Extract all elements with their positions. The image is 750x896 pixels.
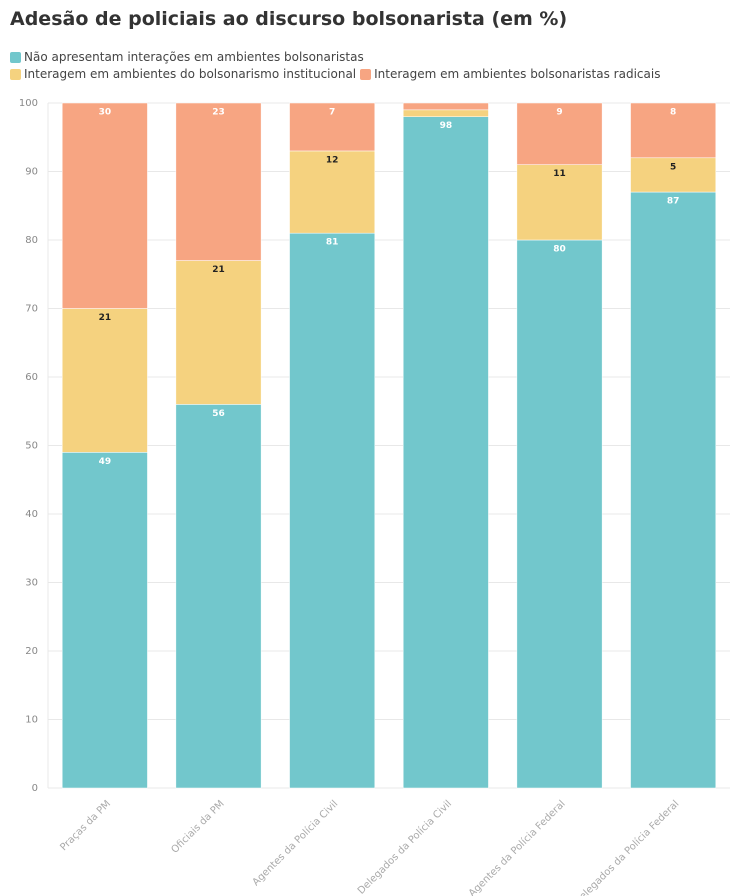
bar-segment [516,239,603,789]
y-tick-label: 60 [25,372,38,383]
legend-item: Interagem em ambientes do bolsonarismo i… [10,66,356,83]
bar-segment [175,260,262,405]
legend-label: Interagem em ambientes bolsonaristas rad… [374,67,661,81]
bar-segment [175,404,262,789]
bar-segment [630,191,717,789]
y-tick-label: 40 [25,509,38,520]
data-label: 7 [329,108,335,118]
legend-swatch [360,69,372,80]
y-tick-label: 90 [25,167,38,178]
data-label: 11 [553,169,566,179]
bar-segment [630,102,717,159]
legend-label: Interagem em ambientes do bolsonarismo i… [24,67,357,81]
bar-segment [61,308,148,453]
bar-segment [175,102,262,261]
x-tick-label: Oficiais da PM [169,798,226,855]
data-label: 9 [556,108,562,118]
bar-segment [61,102,148,309]
legend-swatch [10,69,21,80]
x-tick-label: Delegados da Polícia Federal [571,798,681,896]
x-tick-label: Agentes da Polícia Civil [250,798,340,888]
y-tick-label: 100 [19,98,38,109]
legend-item: Não apresentam interações em ambientes b… [10,49,364,66]
bar-segment [289,232,376,789]
legend-item: Interagem em ambientes bolsonaristas rad… [360,66,660,83]
bar-segment [630,157,717,193]
y-tick-label: 0 [32,783,38,794]
chart-title: Adesão de policiais ao discurso bolsonar… [10,8,568,30]
bar-segment [61,452,148,789]
data-label: 81 [326,238,339,248]
data-label: 21 [212,265,225,275]
data-label: 56 [212,409,225,419]
y-tick-label: 70 [25,304,38,315]
data-label: 80 [553,245,566,255]
bar-segment [402,109,489,117]
data-label: 5 [670,162,676,172]
data-label: 8 [670,108,676,118]
legend-swatch [10,52,21,63]
data-label: 21 [99,313,112,323]
bar-segment [402,102,489,111]
legend: Não apresentam interações em ambientes b… [10,49,700,83]
legend-label: Não apresentam interações em ambientes b… [24,50,364,64]
bar-segment [402,116,489,789]
data-label: 87 [667,197,680,207]
data-label: 49 [99,457,112,467]
data-label: 30 [99,108,112,118]
x-tick-label: Praças da PM [58,798,113,853]
data-label: 98 [440,121,453,131]
x-tick-label: Delegados da Polícia Civil [355,798,454,896]
bar-segment [289,150,376,234]
y-tick-label: 20 [25,646,38,657]
y-tick-label: 30 [25,578,38,589]
data-label: 12 [326,155,339,165]
bar-segment [516,102,603,165]
bar-segment [516,164,603,241]
x-tick-label: Agentes da Polícia Federal [466,798,568,896]
y-tick-label: 80 [25,235,38,246]
y-tick-label: 50 [25,441,38,452]
y-tick-label: 10 [25,715,38,726]
bar-segment [289,102,376,152]
data-label: 23 [212,108,225,118]
